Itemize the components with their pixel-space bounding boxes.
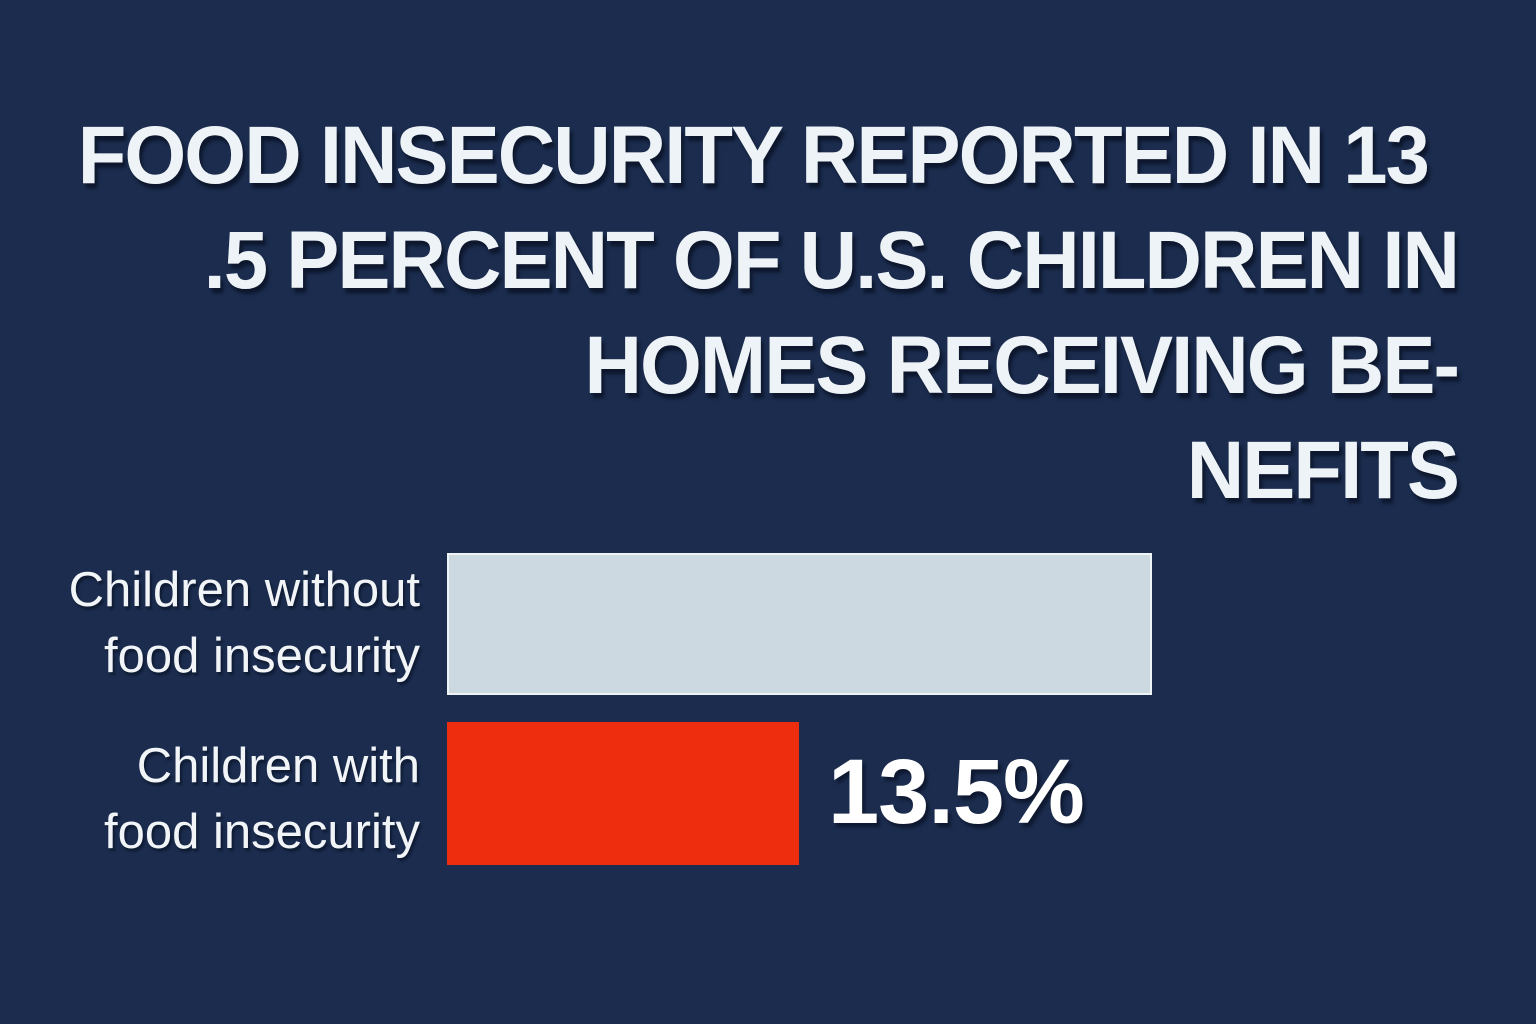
bar-children-without-food-insecurity <box>447 553 1152 695</box>
bar-label-children-without-food-insecurity: Children without food insecurity <box>68 563 420 683</box>
chart-title-line-3: HOMES RECEIVING BE- <box>584 320 1459 411</box>
bar-label-children-with-food-insecurity: Children with food insecurity <box>104 739 420 859</box>
bar-children-with-food-insecurity <box>447 722 799 865</box>
chart-title-line-1: FOOD INSECURITY REPORTED IN 13 <box>77 110 1430 201</box>
chart-title-line-4: NEFITS <box>1186 425 1460 516</box>
chart-title: FOOD INSECURITY REPORTED IN 13 .5 PERCEN… <box>73 103 1460 523</box>
value-label-13-5-percent: 13.5% <box>828 741 1085 843</box>
chart-title-line-2: .5 PERCENT OF U.S. CHILDREN IN <box>203 215 1460 306</box>
